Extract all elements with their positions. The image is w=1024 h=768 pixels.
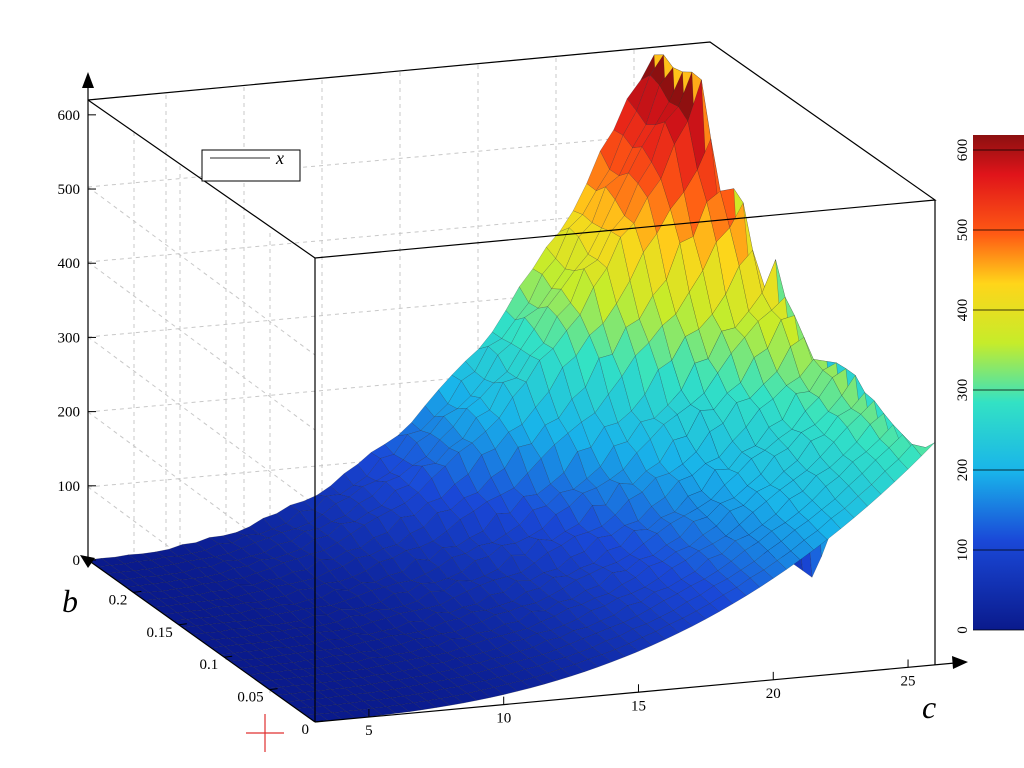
y-tick-label: 0.15 xyxy=(147,625,173,641)
x-axis-title: c xyxy=(922,689,936,725)
colorbar-tick-label: 200 xyxy=(955,459,971,482)
colorbar-ticks: 0 100 200 300 400 500 600 xyxy=(955,139,1024,634)
z-tick-label: 400 xyxy=(58,256,81,272)
surface-plot xyxy=(87,54,936,723)
legend-entry-x: x xyxy=(275,148,284,168)
y-tick-mark xyxy=(178,623,187,626)
y-tick-label: 0.1 xyxy=(199,657,218,673)
x-tick-label: 15 xyxy=(631,698,646,714)
colorbar-tick-label: 0 xyxy=(955,626,971,634)
z-tick-label: 200 xyxy=(58,405,81,421)
x-tick-label: 25 xyxy=(901,673,916,689)
x-tick-label: 10 xyxy=(496,711,511,727)
y-tick-label: 0.05 xyxy=(237,690,263,706)
colorbar-tick-label: 300 xyxy=(955,379,971,402)
colorbar-tick-label: 100 xyxy=(955,539,971,562)
y-tick-mark xyxy=(269,688,278,691)
colorbar-tick-label: 600 xyxy=(955,139,971,162)
legend: x xyxy=(201,148,301,182)
z-tick-label: 0 xyxy=(73,553,81,569)
axis-frame xyxy=(80,41,968,723)
y-tick-mark xyxy=(314,720,324,723)
colorbar-tick-label: 400 xyxy=(955,299,971,322)
z-tick-label: 300 xyxy=(58,330,81,346)
x-tick-label: 20 xyxy=(766,686,781,702)
x-tick-label: 5 xyxy=(365,723,373,739)
z-tick-label: 500 xyxy=(58,182,81,198)
y-tick-mark xyxy=(133,590,142,593)
red-cross-marker xyxy=(246,714,284,752)
y-tick-label: 0.2 xyxy=(109,592,128,608)
surface-cell xyxy=(911,442,936,457)
z-tick-label: 600 xyxy=(58,108,81,124)
z-tick-label: 100 xyxy=(58,479,81,495)
y-tick-mark xyxy=(224,655,233,658)
colorbar: 0 100 200 300 400 500 600 xyxy=(955,135,1024,634)
colorbar-tick-label: 500 xyxy=(955,219,971,242)
y-axis-title: b xyxy=(62,583,78,619)
axis-ticks: 0 100 200 300 400 500 600 5 10 15 20 25 0 0.05 0.1 0.15… xyxy=(58,108,916,739)
y-tick-label: 0 xyxy=(302,722,310,738)
